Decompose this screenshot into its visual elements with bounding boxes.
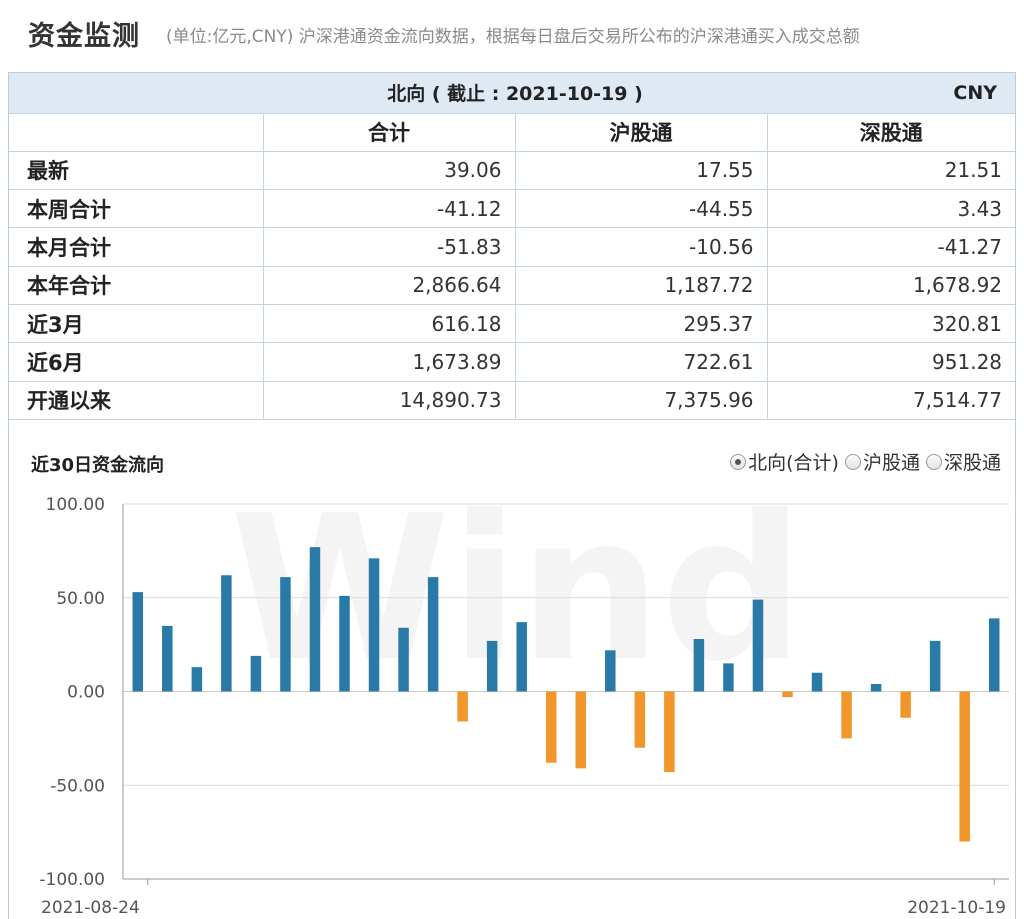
series-option-label: 深股通 xyxy=(943,452,1001,474)
flow-bar xyxy=(162,625,173,692)
flow-bar xyxy=(368,558,380,692)
table-cell: 7,375.96 xyxy=(514,380,768,420)
y-tick-label: 0.00 xyxy=(67,683,105,703)
flow-bar xyxy=(634,691,646,748)
series-option-label: 沪股通 xyxy=(862,452,920,474)
flow-bar-chart: Wind100.0050.000.00-50.00-100.002021-08-… xyxy=(39,473,1009,918)
row-label: 本周合计 xyxy=(9,189,264,229)
flow-bar xyxy=(988,618,1000,692)
y-tick-label: 100.00 xyxy=(46,495,105,515)
table-header-row: 合计 沪股通 深股通 xyxy=(9,112,1016,152)
currency-label: CNY xyxy=(767,73,1016,114)
radio-icon[interactable] xyxy=(925,453,942,470)
x-tick-label: 2021-10-19 xyxy=(907,898,1006,918)
column-header-shanghai: 沪股通 xyxy=(514,112,768,152)
table-cell: 7,514.77 xyxy=(766,380,1016,420)
y-tick-label: 50.00 xyxy=(56,589,105,609)
flow-bar xyxy=(309,547,321,692)
page-header: 资金监测 (单位:亿元,CNY) 沪深港通资金流向数据，根据每日盘后交易所公布的… xyxy=(0,0,1024,70)
y-tick-label: -50.00 xyxy=(50,776,105,796)
page-title: 资金监测 xyxy=(28,21,140,52)
series-option-label: 北向(合计) xyxy=(748,452,839,474)
flow-bar xyxy=(575,691,587,769)
flow-chart-area: Wind 100.00 50.00 0.00 -50.00 -100.00 2021-08-… xyxy=(9,423,1015,919)
table-row: 本年合计 2,866.64 1,187.72 1,678.92 xyxy=(9,265,1016,305)
flow-bar xyxy=(664,691,675,773)
flow-bar xyxy=(250,655,262,692)
table-cell: 14,890.73 xyxy=(262,380,516,420)
table-cell: 3.43 xyxy=(766,189,1016,229)
flow-bar xyxy=(693,639,705,692)
radio-icon[interactable] xyxy=(844,453,861,470)
table-cell: -41.12 xyxy=(262,189,516,229)
series-option-northbound-total[interactable]: 北向(合计) xyxy=(730,448,839,475)
flow-bar xyxy=(457,691,468,722)
series-selector: 北向(合计) 沪股通 深股通 xyxy=(730,448,1001,475)
flow-bar xyxy=(398,627,409,692)
y-tick-label: -100.00 xyxy=(39,870,105,890)
row-label: 最新 xyxy=(9,150,264,191)
table-cell: 1,187.72 xyxy=(514,265,768,305)
row-label: 开通以来 xyxy=(9,380,264,420)
flow-bar xyxy=(339,595,350,692)
table-cell: 295.37 xyxy=(514,303,768,344)
flow-bar xyxy=(841,691,852,739)
table-cell: 2,866.64 xyxy=(262,265,516,305)
radio-selected-icon[interactable] xyxy=(730,453,747,470)
table-cell: -10.56 xyxy=(514,227,768,267)
chart-title: 近30日资金流向 xyxy=(31,455,165,476)
series-option-shenzhen[interactable]: 深股通 xyxy=(925,448,1001,475)
table-cell: -44.55 xyxy=(514,189,768,229)
table-row: 本周合计 -41.12 -44.55 3.43 xyxy=(9,189,1016,229)
unit-note: (单位:亿元,CNY) 沪深港通资金流向数据，根据每日盘后交易所公布的沪深港通买… xyxy=(166,27,860,47)
table-cell: 21.51 xyxy=(766,150,1016,191)
column-header-shenzhen: 深股通 xyxy=(766,112,1016,152)
flow-bar xyxy=(132,592,144,692)
flow-bar xyxy=(280,577,291,692)
flow-bar xyxy=(723,663,734,692)
table-row: 本月合计 -51.83 -10.56 -41.27 xyxy=(9,227,1016,267)
flow-bar xyxy=(782,691,793,698)
flow-bar xyxy=(545,691,557,763)
flow-bar xyxy=(811,672,823,692)
flow-bar xyxy=(486,640,498,692)
table-cell: 1,673.89 xyxy=(262,342,516,382)
northbound-flow-table: 北向 ( 截止 : 2021-10-19 ) CNY 合计 沪股通 深股通 最新… xyxy=(9,73,1016,420)
row-label: 本月合计 xyxy=(9,227,264,267)
table-cell: 722.61 xyxy=(514,342,768,382)
table-cell: 951.28 xyxy=(766,342,1016,382)
row-label: 本年合计 xyxy=(9,265,264,305)
table-cell: -51.83 xyxy=(262,227,516,267)
flow-bar xyxy=(929,640,941,692)
table-cell: 17.55 xyxy=(514,150,768,191)
flow-bar xyxy=(752,599,764,692)
table-cell: 320.81 xyxy=(766,303,1016,344)
table-row: 近6月 1,673.89 722.61 951.28 xyxy=(9,342,1016,382)
flow-bar xyxy=(191,667,203,692)
flow-bar xyxy=(959,691,970,842)
table-cell: 1,678.92 xyxy=(766,265,1016,305)
table-cell: 39.06 xyxy=(262,150,516,191)
capital-flow-panel: 北向 ( 截止 : 2021-10-19 ) CNY 合计 沪股通 深股通 最新… xyxy=(8,72,1016,919)
flow-bar xyxy=(427,577,439,692)
flow-bar xyxy=(516,622,527,692)
x-tick-label: 2021-08-24 xyxy=(41,898,140,918)
table-row: 最新 39.06 17.55 21.51 xyxy=(9,150,1016,191)
flow-bar xyxy=(221,575,232,692)
flow-bar xyxy=(605,650,616,692)
row-label: 近6月 xyxy=(9,342,264,382)
table-cell: -41.27 xyxy=(766,227,1016,267)
series-option-shanghai[interactable]: 沪股通 xyxy=(844,448,920,475)
as-of-label: 北向 ( 截止 : 2021-10-19 ) xyxy=(263,73,768,114)
flow-bar xyxy=(870,684,882,692)
table-row: 开通以来 14,890.73 7,375.96 7,514.77 xyxy=(9,380,1016,420)
table-banner-row: 北向 ( 截止 : 2021-10-19 ) CNY xyxy=(9,73,1016,114)
table-cell: 616.18 xyxy=(262,303,516,344)
row-label: 近3月 xyxy=(9,303,264,344)
flow-bar xyxy=(900,691,911,718)
column-header-total: 合计 xyxy=(262,112,516,152)
table-row: 近3月 616.18 295.37 320.81 xyxy=(9,303,1016,344)
